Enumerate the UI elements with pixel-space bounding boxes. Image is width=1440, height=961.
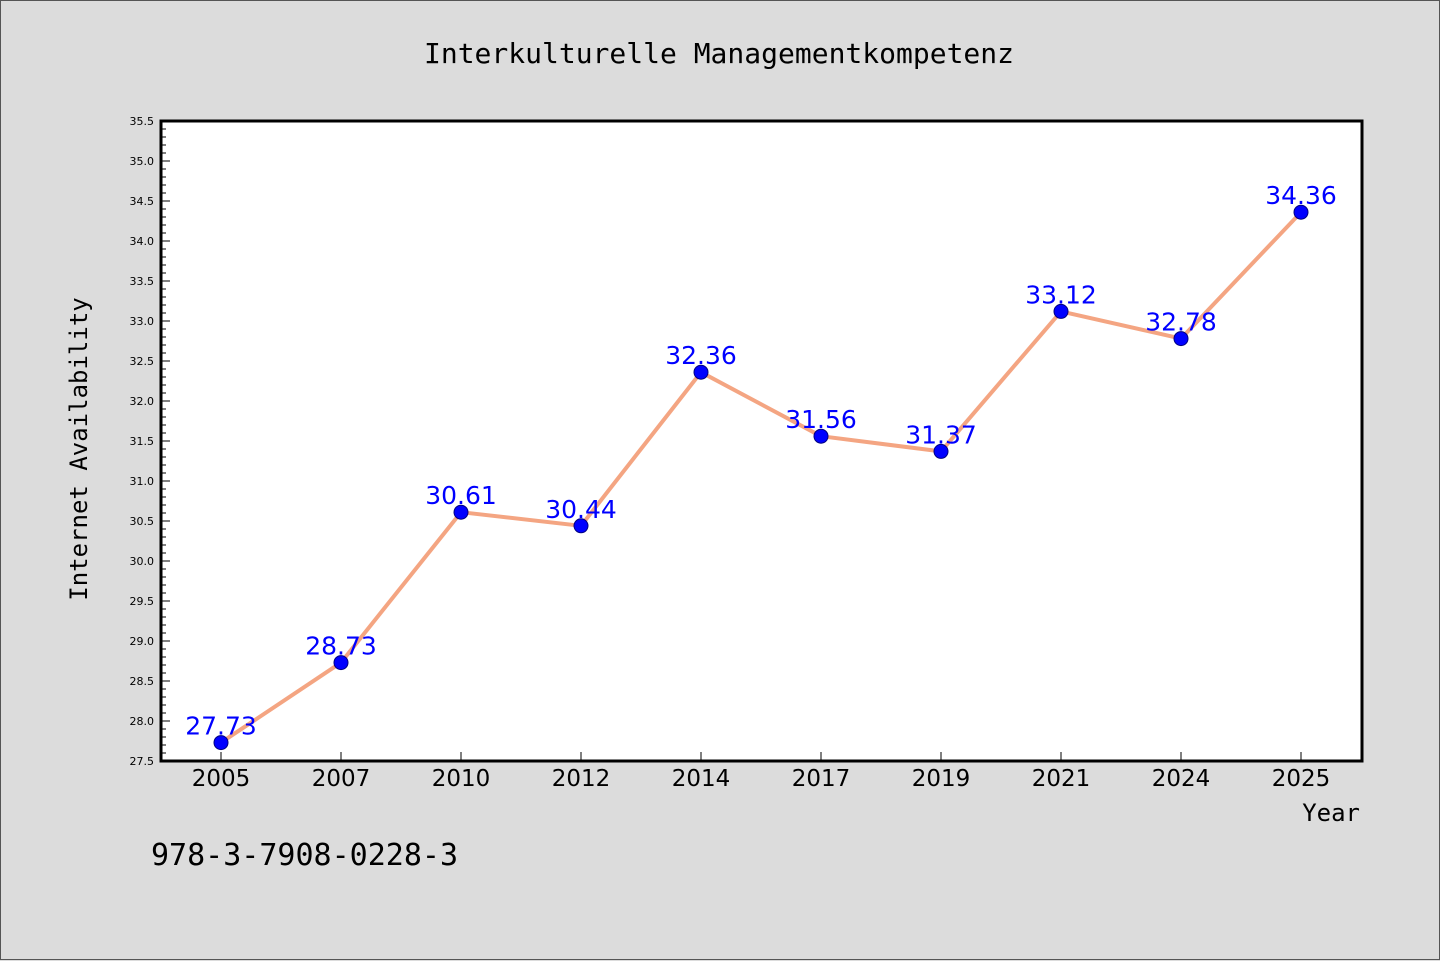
data-point-marker [693,364,709,380]
x-tick-label: 2019 [912,766,971,792]
x-tick-label: 2025 [1272,766,1331,792]
chart-title: Interkulturelle Managementkompetenz [424,37,1014,70]
y-tick-label: 31.0 [130,475,155,488]
x-tick-label: 2012 [552,766,611,792]
data-point-label: 31.37 [905,420,977,449]
data-point-marker [573,518,589,534]
series-line [219,210,1303,745]
data-point-marker [813,428,829,444]
data-point-label: 32.36 [665,341,737,370]
y-tick-label: 28.5 [130,675,155,688]
data-labels: 27.73 28.73 30.61 30.44 32.36 31.56 31.37 33.12… [185,181,1337,740]
y-tick-label: 31.5 [130,435,155,448]
isbn-annotation: 978-3-7908-0228-3 [151,838,458,873]
y-tick-label: 27.5 [130,755,155,768]
plot-area [161,121,1362,761]
x-tick-label: 2014 [672,766,731,792]
x-tick-label: 2024 [1152,766,1211,792]
x-tick-label: 2021 [1032,766,1091,792]
data-point-marker [1173,331,1189,347]
data-markers [213,204,1309,751]
x-axis: 2005 2007 2010 2012 2014 2017 2019 2021 2024 2025 [192,752,1331,792]
plot-frame [159,119,1364,763]
x-tick-label: 2005 [192,766,251,792]
x-axis-label: Year [1302,799,1360,827]
data-point-marker [333,655,349,671]
data-point-label: 34.36 [1265,181,1337,210]
y-tick-label: 34.0 [130,235,155,248]
data-point-label: 31.56 [785,405,857,434]
data-point-label: 33.12 [1025,280,1097,309]
y-tick-label: 29.5 [130,595,155,608]
data-point-label: 28.73 [305,632,377,661]
y-tick-label: 30.0 [130,555,155,568]
y-tick-label: 28.0 [130,715,155,728]
y-tick-label: 32.5 [130,355,155,368]
y-tick-label: 34.5 [130,195,155,208]
y-tick-label: 35.0 [130,155,155,168]
data-point-label: 30.61 [425,481,497,510]
y-tick-label: 33.0 [130,315,155,328]
y-axis: 27.5 28.0 28.5 29.0 29.5 30.0 30.5 31.0 31.5 32.0… [130,115,170,768]
data-point-marker [1053,303,1069,319]
data-point-marker [453,504,469,520]
x-tick-label: 2010 [432,766,491,792]
data-point-marker [213,735,229,751]
y-tick-label: 32.0 [130,395,155,408]
y-tick-label: 35.5 [130,115,155,128]
data-point-label: 27.73 [185,712,257,741]
y-axis-label: Internet Availability [65,297,93,600]
data-point-label: 32.78 [1145,308,1217,337]
data-point-marker [933,443,949,459]
y-tick-label: 33.5 [130,275,155,288]
y-tick-label: 29.0 [130,635,155,648]
x-tick-label: 2007 [312,766,371,792]
y-tick-label: 30.5 [130,515,155,528]
x-tick-label: 2017 [792,766,851,792]
data-point-label: 30.44 [545,495,617,524]
data-point-marker [1293,204,1309,220]
